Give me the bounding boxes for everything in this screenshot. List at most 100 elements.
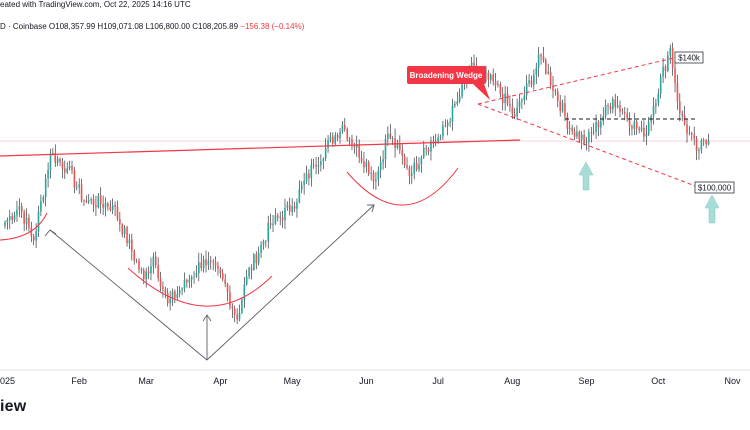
- candle-body: [470, 62, 473, 68]
- candle-body: [226, 283, 229, 292]
- candle-body: [509, 103, 511, 107]
- candle-body: [427, 149, 430, 152]
- candle-body: [540, 54, 542, 57]
- candle-body: [248, 267, 250, 277]
- candle-body: [518, 101, 521, 108]
- candle-body: [497, 84, 499, 86]
- candle-body: [40, 200, 42, 212]
- candle-body: [255, 254, 258, 264]
- candle-body: [583, 134, 585, 144]
- candle-body: [549, 71, 552, 86]
- candle-body: [68, 166, 71, 168]
- candle-body: [198, 262, 200, 274]
- candle-body: [695, 138, 698, 151]
- candle-body: [535, 67, 538, 75]
- candle-body: [384, 138, 387, 160]
- candle-body: [131, 239, 133, 252]
- x-tick-label: 2025: [0, 376, 15, 386]
- candle-body: [66, 167, 69, 173]
- candle-body: [73, 170, 76, 188]
- candle-body: [200, 262, 203, 269]
- candle-body: [444, 125, 447, 127]
- candle-body: [109, 206, 112, 210]
- candle-body: [71, 166, 73, 171]
- candle-body: [372, 173, 375, 182]
- candle-body: [265, 241, 267, 243]
- candle-body: [360, 157, 363, 162]
- candle-body: [439, 136, 442, 138]
- candle-body: [351, 138, 353, 145]
- candle-body: [152, 256, 155, 267]
- candle-body: [693, 134, 695, 139]
- candle-body: [162, 286, 164, 290]
- candle-body: [61, 161, 64, 169]
- target-lower-box: [694, 181, 735, 194]
- candle-body: [140, 269, 143, 271]
- candle-body: [554, 90, 557, 92]
- candle-body: [662, 66, 664, 77]
- candle-body: [274, 215, 277, 224]
- candle-body: [324, 147, 327, 159]
- candle-body: [102, 203, 104, 208]
- candle-body: [408, 167, 411, 176]
- candle-body: [358, 143, 360, 158]
- candle-body: [154, 256, 157, 266]
- candle-body: [344, 125, 346, 130]
- candle-body: [16, 209, 18, 216]
- x-tick-label: Sep: [578, 376, 594, 386]
- candle-body: [178, 290, 181, 294]
- candle-body: [195, 273, 198, 276]
- candle-body: [37, 211, 40, 232]
- candle-body: [221, 273, 224, 280]
- candle-body: [437, 137, 439, 142]
- x-tick-label: Jun: [359, 376, 374, 386]
- candle-body: [59, 158, 61, 162]
- candle-body: [458, 96, 461, 102]
- candle-body: [504, 93, 506, 104]
- candle-body: [207, 260, 210, 266]
- candle-body: [621, 111, 624, 113]
- candle-body: [190, 276, 193, 280]
- candle-body: [121, 224, 124, 235]
- candle-body: [645, 134, 648, 137]
- candle-body: [49, 153, 52, 170]
- candle-body: [353, 144, 356, 148]
- curve-middle: [346, 167, 459, 206]
- candle-body: [707, 141, 710, 145]
- exchange-label: D · Coinbase: [0, 22, 47, 31]
- candle-body: [116, 206, 119, 219]
- candle-body: [52, 153, 54, 154]
- candle-body: [217, 265, 219, 270]
- candle-body: [545, 60, 547, 74]
- candle-body: [214, 262, 217, 266]
- candle-body: [377, 170, 380, 180]
- candle-body: [231, 306, 234, 309]
- arrowhead-right: [367, 204, 375, 213]
- candle-body: [432, 141, 435, 143]
- trendline: [0, 139, 521, 157]
- candle-body: [332, 136, 334, 144]
- candle-body: [528, 80, 530, 84]
- candle-body: [600, 121, 602, 128]
- candle-body: [489, 74, 492, 80]
- candle-body: [487, 72, 490, 80]
- candle-body: [643, 127, 645, 137]
- candle-body: [250, 267, 253, 270]
- candle-body: [253, 254, 255, 270]
- candle-body: [329, 136, 332, 141]
- candle-body: [506, 93, 509, 104]
- candle-body: [150, 266, 152, 274]
- candle-body: [700, 140, 703, 151]
- candle-body: [42, 197, 45, 201]
- candle-body: [628, 118, 631, 127]
- candle-body: [367, 161, 370, 174]
- open-value: O108,357.99: [48, 22, 96, 31]
- candle-body: [269, 222, 272, 226]
- candle-body: [396, 143, 399, 149]
- candle-body: [267, 222, 270, 242]
- x-tick-label: Mar: [138, 376, 154, 386]
- candle-body: [142, 269, 145, 280]
- candle-body: [657, 93, 660, 104]
- candle-body: [633, 121, 636, 129]
